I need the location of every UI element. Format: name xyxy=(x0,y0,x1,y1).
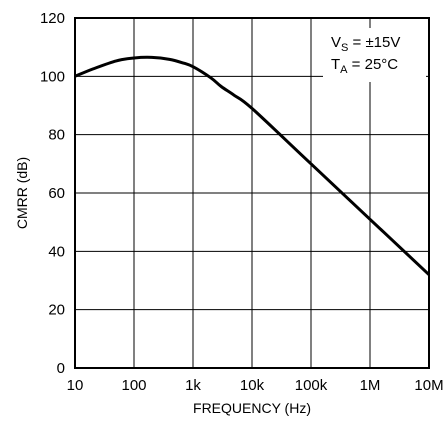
y-tick-label-1: 20 xyxy=(48,302,65,319)
y-tick-label-2: 40 xyxy=(48,243,65,260)
x-tick-label-3: 10k xyxy=(240,377,265,394)
y-tick-label-4: 80 xyxy=(48,127,65,144)
x-tick-label-4: 100k xyxy=(295,377,328,394)
plot-frame xyxy=(74,17,430,369)
y-tick-labels: 0 20 40 60 80 100 120 xyxy=(40,10,65,377)
y-tick-label-3: 60 xyxy=(48,185,65,202)
series-line xyxy=(74,55,431,276)
x-tick-label-2: 1k xyxy=(185,377,201,394)
x-tick-label-6: 10M xyxy=(414,377,443,394)
x-tick-label-5: 1M xyxy=(360,377,381,394)
y-tick-label-6: 120 xyxy=(40,10,65,27)
y-tick-label-5: 100 xyxy=(40,68,65,85)
x-tick-label-1: 100 xyxy=(121,377,146,394)
y-axis-label: CMRR (dB) xyxy=(14,157,30,229)
annotation-vs: VS = ±15V xyxy=(331,34,400,54)
x-tick-labels: 10 100 1k 10k 100k 1M 10M xyxy=(67,377,444,394)
y-tick-label-0: 0 xyxy=(57,360,65,377)
x-axis-label: FREQUENCY (Hz) xyxy=(193,400,311,416)
annotation-ta: TA = 25°C xyxy=(331,56,398,76)
annotation-box xyxy=(323,28,426,82)
x-tick-label-0: 10 xyxy=(67,377,84,394)
